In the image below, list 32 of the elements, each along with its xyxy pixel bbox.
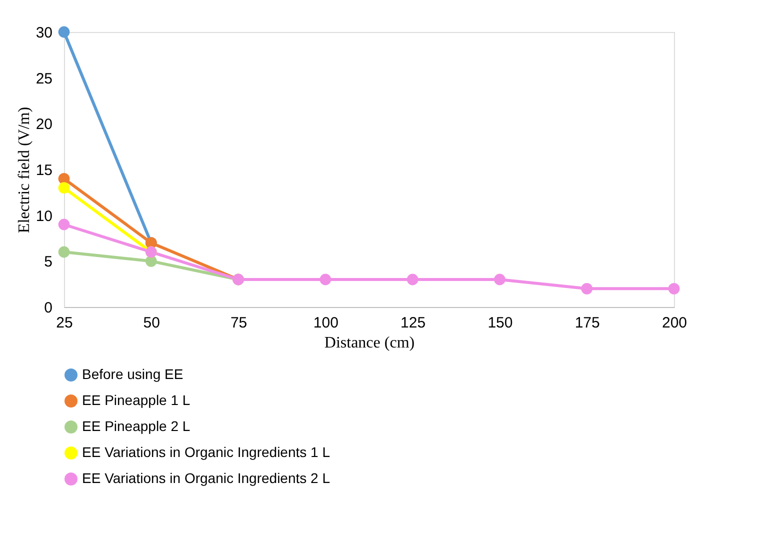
point — [145, 255, 157, 267]
x-tick-label: 25 — [56, 314, 73, 332]
x-tick-label: 150 — [488, 314, 513, 332]
x-tick-label: 175 — [574, 314, 600, 332]
point — [58, 26, 70, 38]
point — [581, 282, 593, 294]
legend-label: EE Variations in Organic Ingredients 2 L — [82, 470, 330, 486]
x-tick-label: 100 — [313, 314, 338, 332]
legend-label: Before using EE — [82, 366, 184, 382]
point — [58, 218, 70, 230]
legend-label: EE Variations in Organic Ingredients 1 L — [82, 444, 330, 460]
y-tick-label: 20 — [36, 116, 52, 134]
x-tick-label: 75 — [230, 314, 248, 332]
point — [320, 274, 332, 286]
y-tick-label: 5 — [44, 254, 52, 271]
point — [668, 282, 680, 294]
legend-label: EE Pineapple 2 L — [82, 418, 190, 434]
y-tick-label: 25 — [36, 70, 52, 88]
point — [58, 246, 70, 258]
legend-label: EE Pineapple 1 L — [82, 392, 190, 408]
y-tick-label: 0 — [44, 300, 52, 316]
point — [494, 274, 506, 286]
y-tick-label: 15 — [36, 162, 52, 179]
x-tick-label: 200 — [662, 314, 688, 332]
y-tick-label: 10 — [36, 208, 52, 225]
x-tick-label: 50 — [143, 314, 160, 332]
x-axis-title: Distance (cm) — [324, 334, 415, 352]
x-tick-label: 125 — [400, 314, 426, 332]
point — [406, 274, 418, 286]
y-tick-label: 30 — [36, 24, 52, 42]
y-axis-title: Electric field (V/m) — [16, 106, 33, 234]
point — [58, 182, 70, 194]
